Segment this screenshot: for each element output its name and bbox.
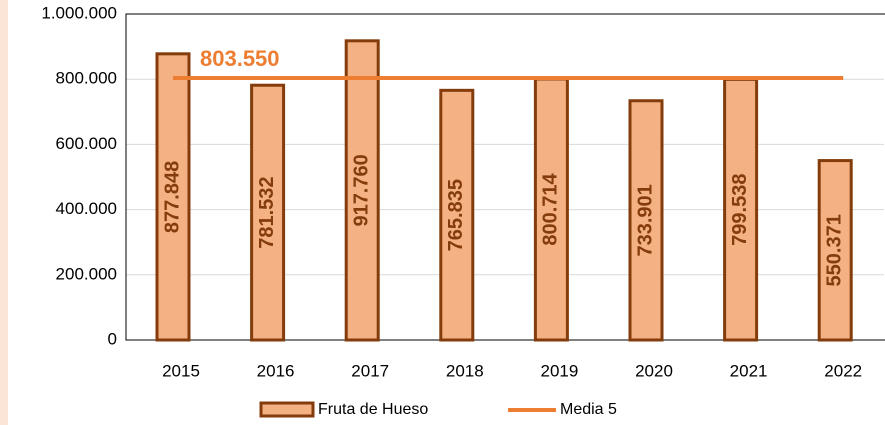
y-tick-label: 600.000 (56, 134, 117, 153)
y-tick-label: 200.000 (56, 264, 117, 283)
value-label: 781.532 (256, 176, 278, 248)
x-tick-label: 2019 (540, 361, 578, 380)
value-label: 765.835 (445, 179, 467, 251)
bar (250, 83, 286, 342)
x-tick-label: 2017 (351, 361, 389, 380)
plot-border (125, 13, 885, 341)
mean-label: 803.550 (200, 46, 280, 71)
bar (628, 99, 664, 342)
x-tick-label: 2020 (635, 361, 673, 380)
x-tick-label: 2021 (730, 361, 768, 380)
y-tick-label: 400.000 (56, 199, 117, 218)
bar (533, 77, 569, 342)
bar (344, 39, 380, 342)
legend-label: Fruta de Hueso (318, 401, 428, 418)
value-label: 550.371 (823, 214, 845, 286)
bar (439, 88, 475, 342)
value-label: 733.901 (634, 184, 656, 256)
legend-label: Media 5 (560, 401, 617, 418)
bar (155, 52, 191, 342)
y-tick-label: 0 (108, 329, 117, 348)
x-tick-label: 2022 (824, 361, 862, 380)
value-label: 799.538 (729, 174, 751, 246)
bar (817, 159, 853, 342)
value-label: 917.760 (350, 154, 372, 226)
legend-swatch (259, 401, 315, 418)
x-tick-label: 2015 (162, 361, 200, 380)
value-label: 800.714 (540, 172, 562, 245)
side-strip (0, 0, 8, 425)
x-tick-label: 2016 (257, 361, 295, 380)
bar (723, 77, 759, 342)
y-tick-label: 800.000 (56, 69, 117, 88)
value-label: 877.848 (161, 161, 183, 233)
y-tick-label: 1.000.000 (41, 3, 117, 22)
x-tick-label: 2018 (446, 361, 484, 380)
